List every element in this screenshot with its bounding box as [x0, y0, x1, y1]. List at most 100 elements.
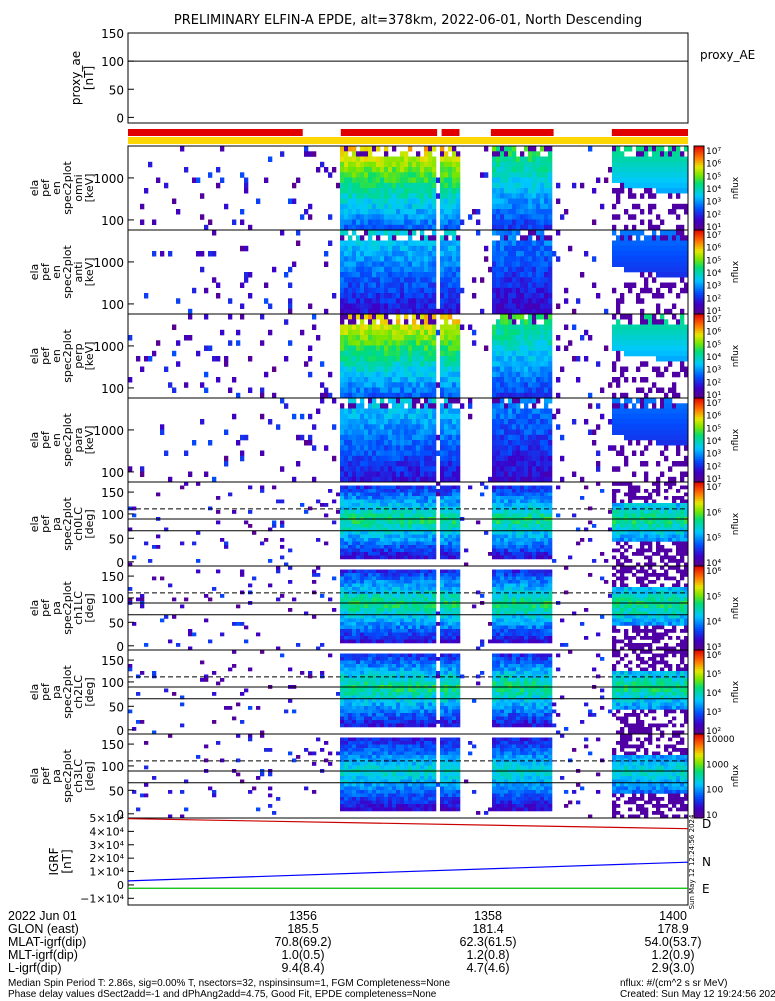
heatmap-cell [528, 472, 532, 478]
heatmap-cell [356, 162, 360, 168]
heatmap-cell [544, 372, 548, 378]
heatmap-cell [508, 552, 512, 556]
heatmap-cell [224, 461, 228, 467]
heatmap-cell [244, 188, 248, 194]
heatmap-cell [412, 430, 416, 436]
heatmap-cell [504, 489, 508, 493]
heatmap-cell [672, 183, 676, 189]
heatmap-cell [680, 472, 684, 478]
heatmap-cell [548, 372, 552, 378]
heatmap-cell [656, 251, 660, 257]
heatmap-cell [616, 330, 620, 336]
heatmap-cell [408, 524, 412, 528]
heatmap-cell [444, 496, 448, 500]
heatmap-cell [472, 330, 476, 336]
heatmap-cell [360, 314, 364, 320]
heatmap-cell [516, 293, 520, 299]
heatmap-cell [128, 335, 132, 341]
heatmap-cell [392, 414, 396, 420]
heatmap-cell [492, 456, 496, 462]
heatmap-cell [376, 489, 380, 493]
heatmap-cell [412, 162, 416, 168]
heatmap-cell [456, 493, 460, 497]
heatmap-cell [360, 204, 364, 210]
heatmap-cell [612, 225, 616, 231]
heatmap-cell [460, 220, 464, 226]
heatmap-cell [532, 309, 536, 315]
heatmap-cell [652, 204, 656, 210]
heatmap-cell [420, 500, 424, 504]
heatmap-cell [432, 424, 436, 430]
heatmap-cell [408, 472, 412, 478]
heatmap-cell [428, 424, 432, 430]
heatmap-cell [320, 503, 324, 507]
heatmap-cell [356, 435, 360, 441]
heatmap-cell [676, 356, 680, 362]
heatmap-cell [640, 298, 644, 304]
heatmap-cell [412, 193, 416, 199]
heatmap-cell [532, 414, 536, 420]
heatmap-cell [468, 325, 472, 331]
heatmap-cell [500, 225, 504, 231]
heatmap-cell [284, 319, 288, 325]
heatmap-cell [440, 288, 444, 294]
heatmap-cell [288, 549, 292, 553]
heatmap-cell [500, 367, 504, 373]
heatmap-cell [676, 167, 680, 173]
heatmap-cell [364, 251, 368, 257]
heatmap-cell [340, 424, 344, 430]
heatmap-cell [652, 267, 656, 273]
heatmap-cell [412, 325, 416, 331]
heatmap-cell [668, 209, 672, 215]
heatmap-cell [408, 356, 412, 362]
heatmap-cell [412, 445, 416, 451]
heatmap-cell [424, 393, 428, 399]
heatmap-cell [368, 340, 372, 346]
heatmap-cell [412, 545, 416, 549]
heatmap-cell [428, 251, 432, 257]
heatmap-cell [648, 209, 652, 215]
heatmap-cell [384, 489, 388, 493]
heatmap-cell [392, 552, 396, 556]
heatmap-cell [524, 456, 528, 462]
heatmap-cell [644, 409, 648, 415]
heatmap-cell [516, 388, 520, 394]
heatmap-cell [516, 500, 520, 504]
heatmap-cell [384, 403, 388, 409]
heatmap-cell [348, 335, 352, 341]
heatmap-cell [404, 262, 408, 268]
heatmap-cell [364, 256, 368, 262]
heatmap-cell [440, 235, 444, 241]
heatmap-cell [680, 241, 684, 247]
science-bar-segment [128, 129, 303, 136]
heatmap-cell [412, 409, 416, 415]
heatmap-cell [540, 377, 544, 383]
heatmap-cell [544, 220, 548, 226]
heatmap-cell [388, 356, 392, 362]
heatmap-cell [500, 493, 504, 497]
heatmap-cell [396, 409, 400, 415]
heatmap-cell [228, 314, 232, 320]
heatmap-cell [440, 435, 444, 441]
heatmap-cell [544, 356, 548, 362]
heatmap-cell [348, 524, 352, 528]
heatmap-cell [372, 256, 376, 262]
heatmap-cell [388, 393, 392, 399]
heatmap-cell [676, 241, 680, 247]
heatmap-cell [424, 251, 428, 257]
heatmap-cell [504, 235, 508, 241]
heatmap-cell [440, 372, 444, 378]
heatmap-cell [636, 424, 640, 430]
heatmap-cell [396, 372, 400, 378]
heatmap-cell [420, 277, 424, 283]
heatmap-cell [424, 162, 428, 168]
heatmap-cell [492, 382, 496, 388]
heatmap-cell [344, 241, 348, 247]
heatmap-cell [504, 325, 508, 331]
heatmap-cell [504, 451, 508, 457]
heatmap-cell [448, 503, 452, 507]
heatmap-cell [660, 335, 664, 341]
heatmap-cell [388, 304, 392, 310]
heatmap-cell [628, 241, 632, 247]
heatmap-cell [308, 304, 312, 310]
